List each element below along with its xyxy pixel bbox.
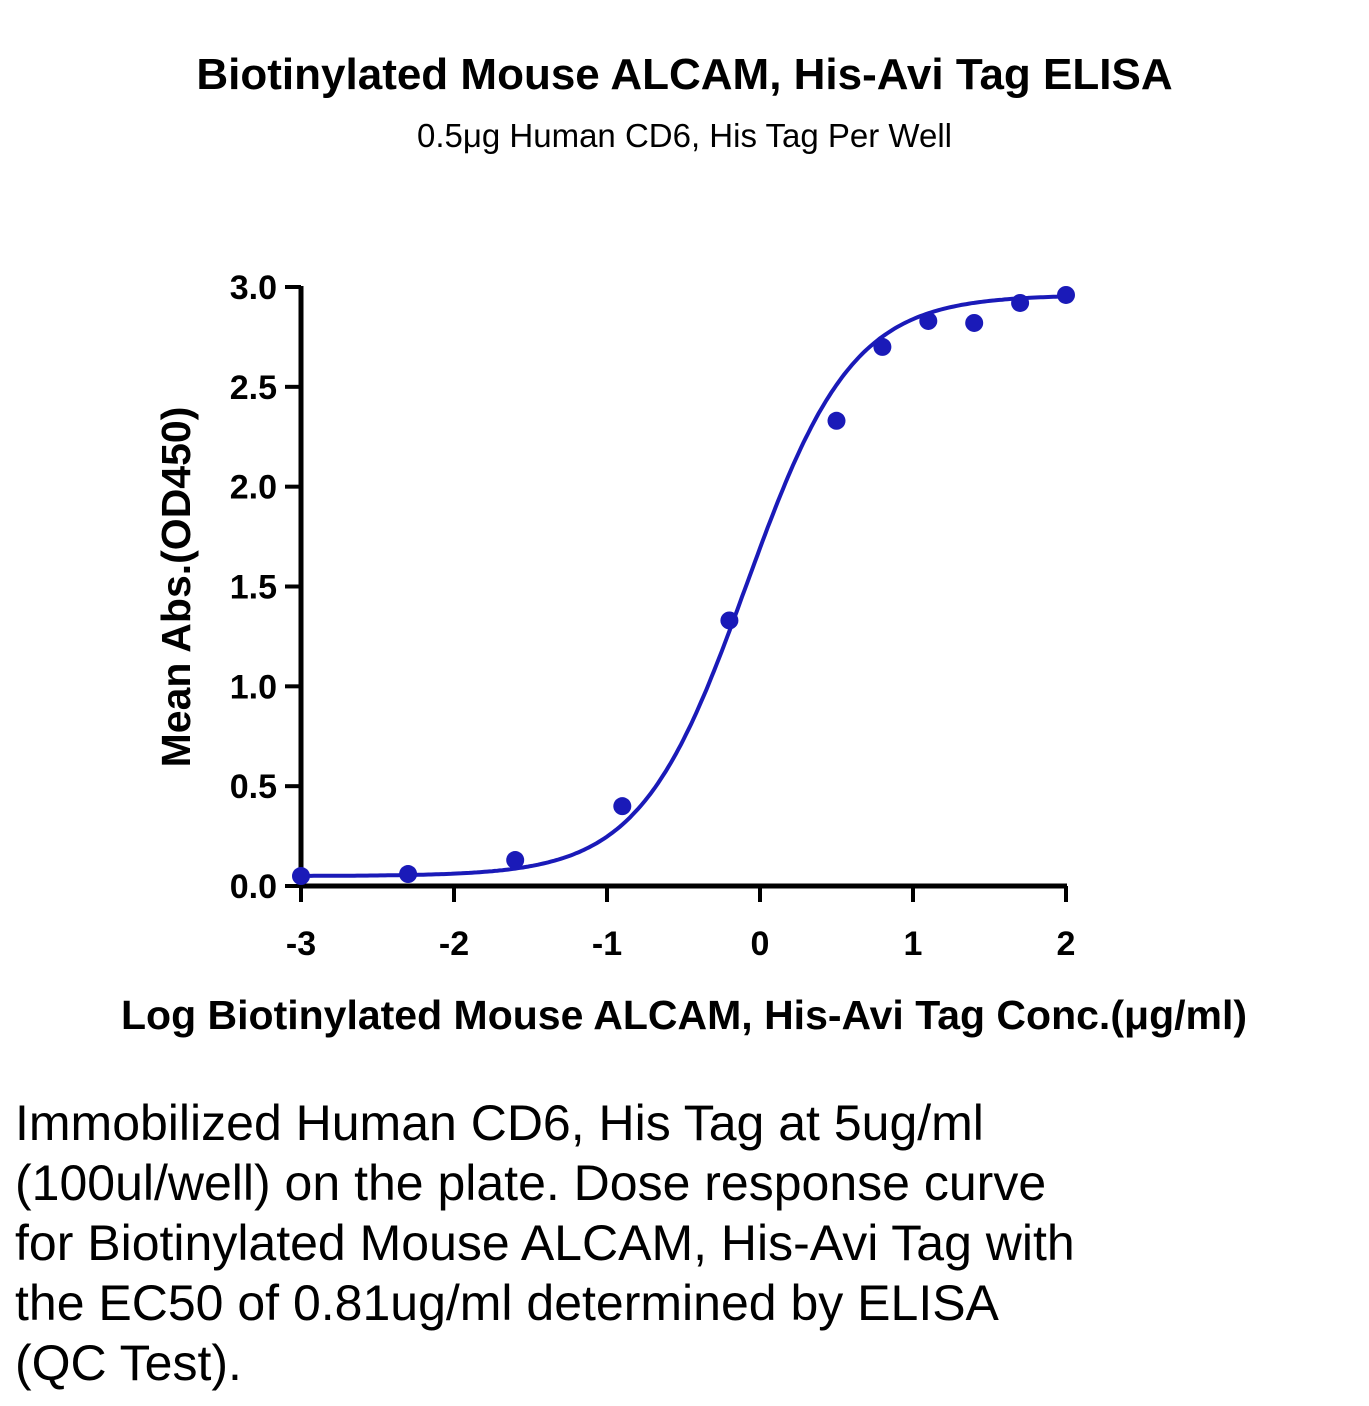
x-axis-title: Log Biotinylated Mouse ALCAM, His-Avi Ta… — [121, 992, 1247, 1038]
x-tick-label: -3 — [286, 925, 316, 963]
y-axis-title: Mean Abs.(OD450) — [153, 407, 199, 768]
x-tick-label: -2 — [439, 925, 469, 963]
data-point — [827, 411, 846, 430]
data-point — [399, 865, 418, 884]
fit-curve — [301, 294, 1067, 878]
data-point — [720, 611, 739, 630]
y-tick-label: 0.0 — [230, 868, 277, 906]
y-tick-label: 3.0 — [230, 269, 277, 307]
data-point — [1057, 285, 1075, 304]
y-tick-label: 2.5 — [230, 369, 277, 407]
y-tick-label: 1.5 — [230, 569, 277, 607]
y-axis-ticks: 0.0 0.5 1.0 1.5 2.0 2.5 3.0 — [230, 269, 301, 906]
data-point — [873, 337, 892, 356]
x-tick-label: 0 — [751, 925, 770, 963]
caption-text: Immobilized Human CD6, His Tag at 5ug/ml… — [15, 1095, 1075, 1391]
x-axis-ticks: -3 -2 -1 0 1 2 — [286, 886, 1076, 963]
data-point — [292, 867, 310, 886]
x-tick-label: 2 — [1057, 925, 1076, 963]
data-point — [919, 311, 938, 330]
data-point — [965, 313, 984, 332]
x-tick-label: 1 — [904, 925, 923, 963]
data-point — [506, 851, 525, 870]
data-point — [613, 797, 632, 816]
y-tick-label: 2.0 — [230, 469, 277, 507]
chart-title: Biotinylated Mouse ALCAM, His-Avi Tag EL… — [196, 50, 1173, 99]
y-tick-label: 1.0 — [230, 668, 277, 706]
data-points — [292, 285, 1075, 886]
chart-plot: 0.0 0.5 1.0 1.5 2.0 2.5 3.0 -3 -2 -1 0 1 2 Mean Abs… — [121, 269, 1247, 1038]
data-point — [1011, 293, 1030, 312]
x-tick-label: -1 — [592, 925, 622, 963]
y-tick-label: 0.5 — [230, 768, 277, 806]
chart-subtitle: 0.5μg Human CD6, His Tag Per Well — [416, 117, 952, 154]
